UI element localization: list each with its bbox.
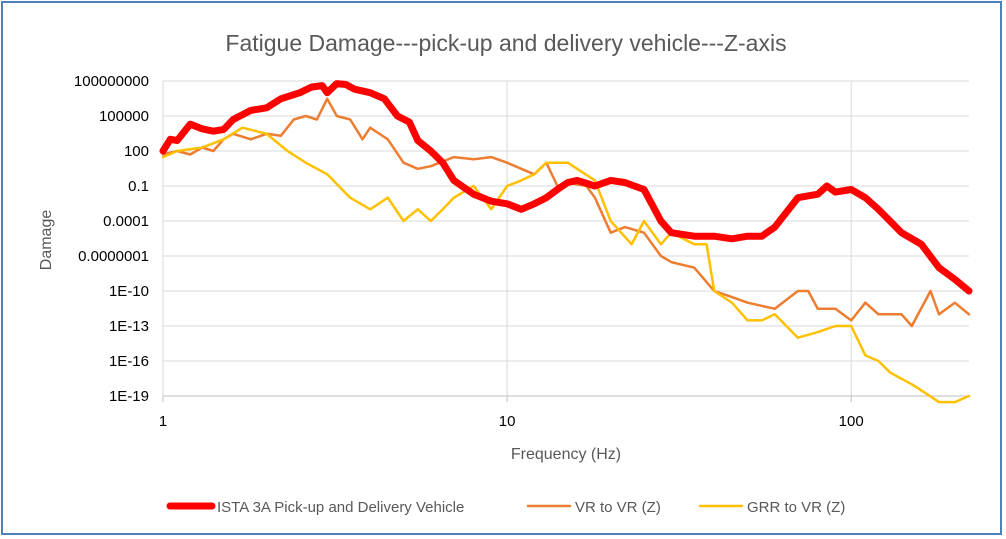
chart-title: Fatigue Damage---pick-up and delivery ve… [225, 30, 786, 56]
legend-label-1: ISTA 3A Pick-up and Delivery Vehicle [217, 499, 464, 516]
y-tick-label: 1E-13 [109, 318, 149, 335]
y-tick-label: 100000 [99, 108, 149, 125]
legend-label-3: GRR to VR (Z) [747, 499, 845, 516]
series-line-3 [161, 126, 971, 404]
y-tick-label: 0.0001 [103, 213, 149, 230]
series-group [159, 80, 973, 404]
grid [162, 80, 969, 402]
legend: ISTA 3A Pick-up and Delivery Vehicle VR t… [166, 499, 845, 516]
series-line-1 [159, 80, 973, 295]
x-tick-label: 10 [499, 413, 516, 430]
x-axis-label: Frequency (Hz) [511, 446, 621, 463]
y-tick-label: 1E-19 [109, 388, 149, 405]
chart: Fatigue Damage---pick-up and delivery ve… [38, 30, 973, 516]
y-axis-label: Damage [38, 210, 55, 271]
x-tick-label: 1 [159, 413, 167, 430]
x-tick-labels: 1 10 100 [159, 413, 864, 430]
y-tick-label: 100 [124, 143, 149, 160]
y-tick-labels: 100000000 100000 100 0.1 0.0001 0.0000001 1E-1… [74, 73, 149, 405]
y-tick-label: 1E-10 [109, 283, 149, 300]
y-tick-label: 0.1 [128, 178, 149, 195]
series-line-2 [161, 97, 971, 328]
y-tick-label: 100000000 [74, 73, 149, 90]
y-tick-label: 1E-16 [109, 353, 149, 370]
y-tick-label: 0.0000001 [78, 248, 149, 265]
x-tick-label: 100 [839, 413, 864, 430]
legend-label-2: VR to VR (Z) [575, 499, 661, 516]
